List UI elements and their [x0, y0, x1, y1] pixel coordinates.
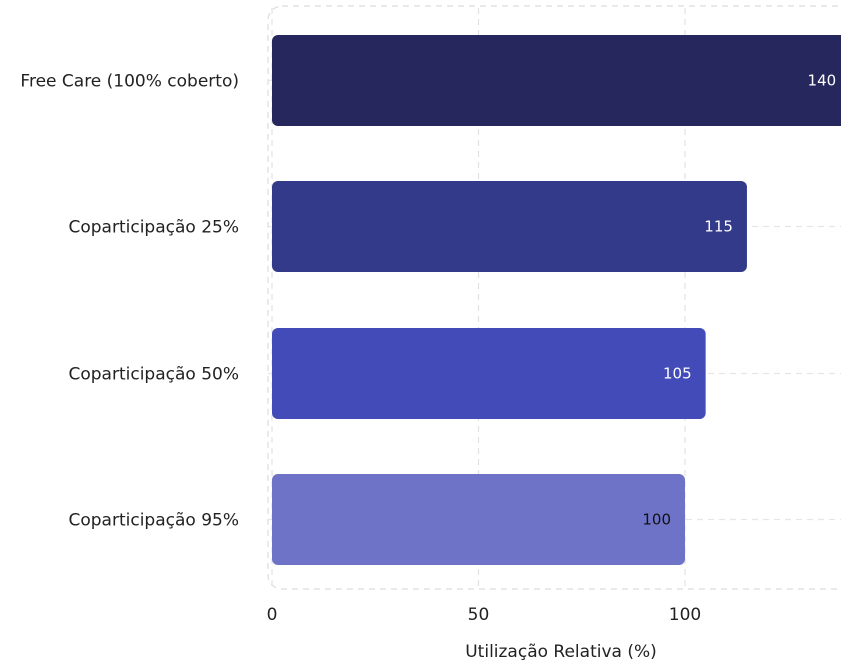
category-label-4: Coparticipação 95% — [69, 511, 240, 531]
x-axis-ticks: 0 50 100 — [267, 605, 702, 625]
x-tick-label-0: 0 — [267, 605, 278, 625]
category-label-3: Coparticipação 50% — [69, 365, 240, 385]
x-axis-title: Utilização Relativa (%) — [465, 642, 657, 662]
bar-value-label-3: 105 — [663, 365, 692, 383]
x-tick-label-100: 100 — [669, 605, 701, 625]
category-label-2: Coparticipação 25% — [69, 218, 240, 238]
bar-3 — [272, 328, 706, 419]
bars — [272, 35, 841, 565]
category-labels: Free Care (100% coberto) Coparticipação 2… — [20, 72, 239, 531]
bar-4 — [272, 474, 685, 565]
category-label-1: Free Care (100% coberto) — [20, 72, 239, 92]
x-tick-label-50: 50 — [468, 605, 490, 625]
bar-labels: 140 115 105 100 — [642, 72, 836, 529]
bar-value-label-1: 140 — [808, 72, 837, 90]
plot-panel — [267, 5, 841, 590]
bar-value-label-4: 100 — [642, 511, 671, 529]
bar-1 — [272, 35, 841, 126]
bar-2 — [272, 181, 747, 272]
bar-value-label-2: 115 — [704, 218, 733, 236]
